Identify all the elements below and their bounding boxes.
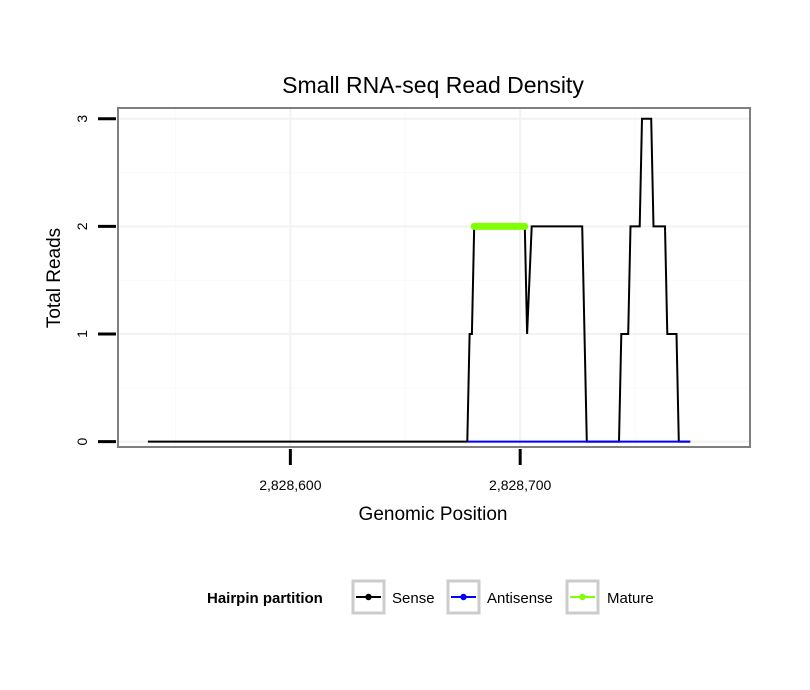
legend-item-sense: Sense (351, 579, 435, 615)
legend-title: Hairpin partition (207, 590, 323, 607)
x-axis-title: Genomic Position (359, 504, 508, 525)
plot-panel-border (117, 107, 751, 448)
mature-legend-marker (579, 593, 586, 601)
y-tick-label: 1 (74, 330, 90, 338)
y-tick-label: 0 (74, 438, 90, 446)
legend-item-mature: Mature (565, 579, 654, 615)
legend: Hairpin partition Sense Antisense Mature (207, 579, 654, 615)
x-tick-label: 2,828,600 (259, 477, 321, 493)
legend-label-sense: Sense (392, 590, 435, 607)
chart-title: Small RNA-seq Read Density (282, 72, 584, 98)
sense-legend-marker (365, 593, 372, 601)
series-line-sense (147, 117, 691, 443)
y-axis-title: Total Reads (44, 228, 65, 328)
grid-lines (118, 108, 750, 447)
antisense-legend-marker (460, 593, 467, 601)
data-series (147, 117, 691, 443)
y-tick-label: 3 (74, 115, 90, 123)
legend-label-mature: Mature (607, 590, 654, 607)
y-tick-label: 2 (74, 222, 90, 230)
x-tick-label: 2,828,700 (489, 477, 551, 493)
legend-label-antisense: Antisense (487, 590, 553, 607)
legend-item-antisense: Antisense (446, 579, 553, 615)
axis-ticks: 2,828,600 2,828,700 0 1 2 3 (74, 115, 552, 493)
